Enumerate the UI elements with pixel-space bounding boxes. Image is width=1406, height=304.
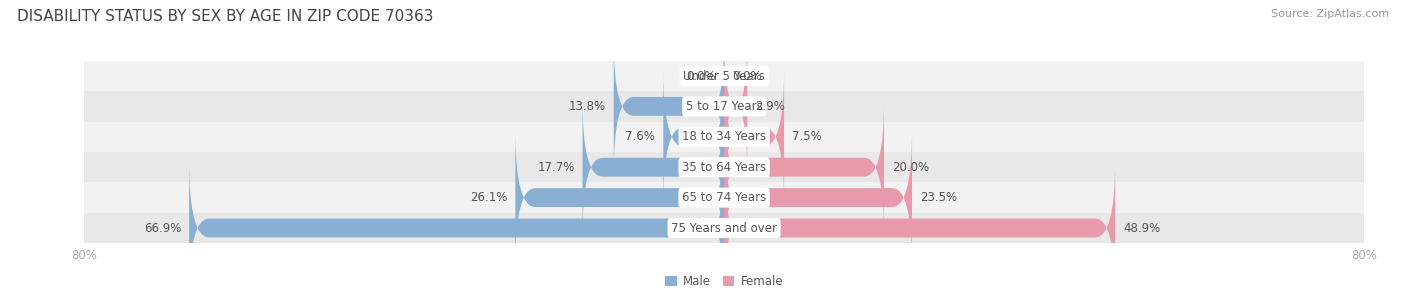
FancyBboxPatch shape bbox=[614, 40, 724, 173]
Text: 23.5%: 23.5% bbox=[920, 191, 957, 204]
FancyBboxPatch shape bbox=[84, 61, 1364, 91]
Text: Source: ZipAtlas.com: Source: ZipAtlas.com bbox=[1271, 9, 1389, 19]
Legend: Male, Female: Male, Female bbox=[665, 275, 783, 288]
FancyBboxPatch shape bbox=[724, 131, 912, 264]
Text: 7.6%: 7.6% bbox=[626, 130, 655, 143]
FancyBboxPatch shape bbox=[516, 131, 724, 264]
Text: 17.7%: 17.7% bbox=[537, 161, 575, 174]
FancyBboxPatch shape bbox=[84, 152, 1364, 182]
Text: 48.9%: 48.9% bbox=[1123, 222, 1160, 234]
FancyBboxPatch shape bbox=[724, 40, 747, 173]
Text: 75 Years and over: 75 Years and over bbox=[671, 222, 778, 234]
Text: 0.0%: 0.0% bbox=[686, 70, 716, 82]
FancyBboxPatch shape bbox=[724, 70, 785, 203]
Text: 13.8%: 13.8% bbox=[568, 100, 606, 113]
Text: 65 to 74 Years: 65 to 74 Years bbox=[682, 191, 766, 204]
Text: 7.5%: 7.5% bbox=[792, 130, 823, 143]
Text: DISABILITY STATUS BY SEX BY AGE IN ZIP CODE 70363: DISABILITY STATUS BY SEX BY AGE IN ZIP C… bbox=[17, 9, 433, 24]
FancyBboxPatch shape bbox=[724, 161, 1115, 295]
FancyBboxPatch shape bbox=[84, 213, 1364, 243]
Text: Under 5 Years: Under 5 Years bbox=[683, 70, 765, 82]
FancyBboxPatch shape bbox=[724, 101, 884, 234]
Text: 5 to 17 Years: 5 to 17 Years bbox=[686, 100, 762, 113]
FancyBboxPatch shape bbox=[84, 91, 1364, 122]
Text: 66.9%: 66.9% bbox=[143, 222, 181, 234]
Text: 35 to 64 Years: 35 to 64 Years bbox=[682, 161, 766, 174]
FancyBboxPatch shape bbox=[582, 101, 724, 234]
FancyBboxPatch shape bbox=[664, 70, 724, 203]
Text: 2.9%: 2.9% bbox=[755, 100, 785, 113]
Text: 0.0%: 0.0% bbox=[733, 70, 762, 82]
FancyBboxPatch shape bbox=[84, 182, 1364, 213]
FancyBboxPatch shape bbox=[190, 161, 724, 295]
Text: 26.1%: 26.1% bbox=[470, 191, 508, 204]
FancyBboxPatch shape bbox=[84, 122, 1364, 152]
Text: 20.0%: 20.0% bbox=[891, 161, 929, 174]
Text: 18 to 34 Years: 18 to 34 Years bbox=[682, 130, 766, 143]
